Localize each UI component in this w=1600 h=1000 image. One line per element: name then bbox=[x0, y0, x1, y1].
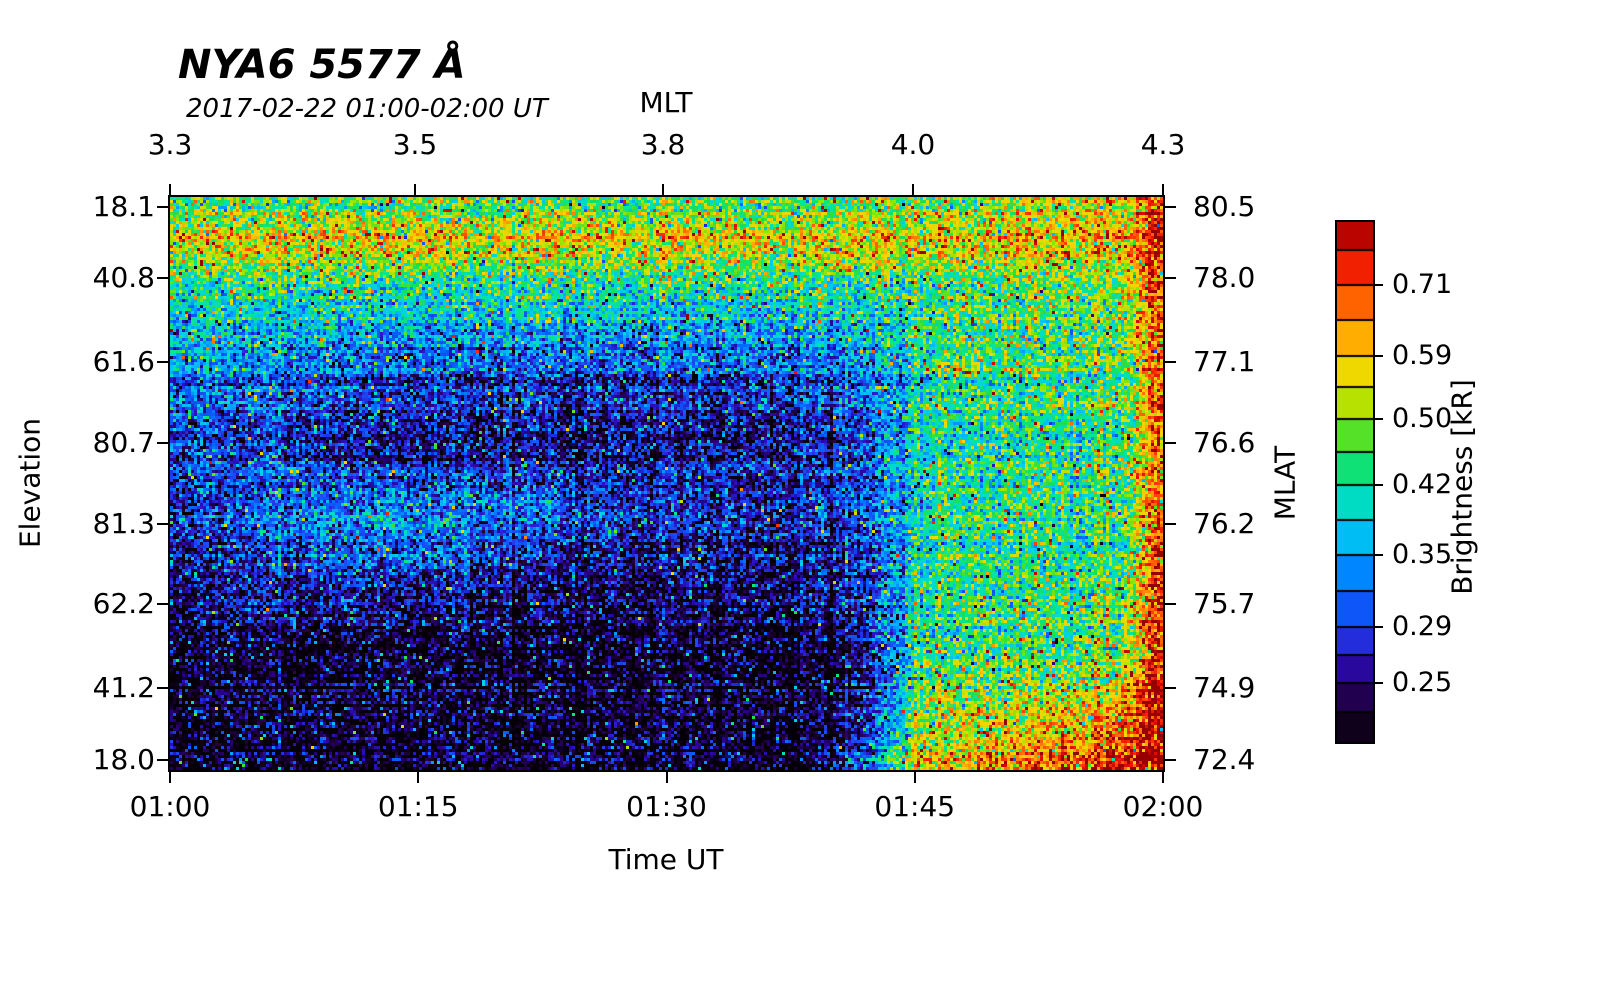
right-tick-label: 78.0 bbox=[1193, 261, 1256, 295]
left-tick-label: 61.6 bbox=[92, 345, 155, 379]
colorbar-tick-mark bbox=[1375, 682, 1383, 685]
colorbar-tick-label: 0.29 bbox=[1392, 610, 1453, 642]
left-tick-label: 81.3 bbox=[92, 507, 155, 540]
right-tick-mark bbox=[1165, 206, 1176, 209]
right-tick-mark bbox=[1165, 758, 1176, 761]
left-tick-label: 18.0 bbox=[92, 742, 155, 776]
colorbar-tick-mark bbox=[1375, 553, 1383, 556]
chart-title: NYA6 5577 Å bbox=[178, 42, 466, 88]
bottom-tick-label: 01:30 bbox=[626, 790, 707, 823]
left-tick-mark bbox=[157, 523, 168, 525]
top-tick-label: 3.8 bbox=[640, 128, 686, 161]
top-tick-mark bbox=[911, 184, 914, 195]
left-tick-label: 80.7 bbox=[92, 425, 155, 459]
bottom-tick-mark bbox=[665, 772, 668, 783]
right-tick-mark bbox=[1165, 361, 1176, 364]
left-tick-mark bbox=[157, 603, 168, 605]
bottom-tick-label: 01:00 bbox=[129, 790, 211, 823]
top-tick-mark bbox=[1162, 184, 1164, 195]
left-tick-label: 18.1 bbox=[92, 190, 155, 224]
right-tick-mark bbox=[1165, 603, 1176, 605]
colorbar-tick-label: 0.59 bbox=[1392, 339, 1453, 371]
top-tick-label: 4.3 bbox=[1140, 128, 1186, 161]
right-tick-mark bbox=[1165, 687, 1176, 689]
bottom-tick-label: 01:45 bbox=[874, 790, 956, 823]
colorbar-tick-label: 0.42 bbox=[1392, 469, 1453, 501]
colorbar-tick-label: 0.25 bbox=[1392, 667, 1453, 699]
bottom-tick-label: 02:00 bbox=[1122, 790, 1204, 823]
right-tick-label: 72.4 bbox=[1193, 742, 1256, 776]
top-tick-mark bbox=[413, 184, 416, 195]
left-tick-label: 40.8 bbox=[92, 261, 155, 295]
bottom-tick-mark bbox=[1162, 772, 1164, 783]
left-tick-mark bbox=[157, 441, 168, 444]
colorbar-canvas bbox=[1337, 222, 1373, 742]
right-tick-label: 80.5 bbox=[1193, 190, 1256, 224]
right-tick-label: 74.9 bbox=[1193, 671, 1256, 704]
colorbar-tick-mark bbox=[1375, 625, 1383, 628]
left-tick-label: 62.2 bbox=[92, 587, 155, 620]
colorbar-title: Brightness [kR] bbox=[1445, 379, 1479, 595]
heatmap-canvas bbox=[170, 197, 1163, 770]
right-tick-mark bbox=[1165, 277, 1176, 280]
colorbar-tick-label: 0.71 bbox=[1392, 268, 1453, 300]
right-tick-mark bbox=[1165, 441, 1176, 444]
right-tick-label: 76.2 bbox=[1193, 507, 1256, 540]
colorbar-tick-mark bbox=[1375, 283, 1383, 286]
colorbar-tick-mark bbox=[1375, 484, 1383, 487]
bottom-tick-mark bbox=[417, 772, 420, 783]
bottom-axis-title: Time UT bbox=[608, 843, 724, 876]
chart-subtitle: 2017-02-22 01:00-02:00 UT bbox=[186, 94, 548, 124]
right-tick-label: 75.7 bbox=[1193, 587, 1256, 620]
left-tick-mark bbox=[157, 206, 168, 209]
heatmap-plot-area bbox=[168, 195, 1165, 772]
right-tick-label: 76.6 bbox=[1193, 425, 1256, 459]
bottom-tick-label: 01:15 bbox=[377, 790, 459, 823]
left-tick-mark bbox=[157, 758, 168, 761]
top-tick-mark bbox=[662, 184, 665, 195]
colorbar-tick-label: 0.35 bbox=[1392, 538, 1453, 570]
top-tick-label: 3.3 bbox=[147, 128, 193, 161]
top-tick-label: 4.0 bbox=[890, 128, 936, 161]
left-tick-mark bbox=[157, 277, 168, 280]
colorbar bbox=[1335, 220, 1375, 744]
bottom-tick-mark bbox=[913, 772, 916, 783]
left-axis-title: Elevation bbox=[13, 417, 47, 549]
top-axis-title: MLT bbox=[639, 86, 693, 119]
colorbar-tick-mark bbox=[1375, 354, 1383, 357]
right-tick-label: 77.1 bbox=[1193, 345, 1256, 379]
bottom-tick-mark bbox=[169, 772, 171, 783]
left-tick-mark bbox=[157, 687, 168, 689]
colorbar-tick-label: 0.50 bbox=[1392, 402, 1453, 434]
left-tick-mark bbox=[157, 361, 168, 364]
top-tick-mark bbox=[169, 184, 171, 195]
left-tick-label: 41.2 bbox=[92, 671, 155, 704]
right-tick-mark bbox=[1165, 523, 1176, 525]
right-axis-title: MLAT bbox=[1268, 445, 1302, 521]
colorbar-tick-mark bbox=[1375, 417, 1383, 420]
top-tick-label: 3.5 bbox=[392, 128, 438, 161]
